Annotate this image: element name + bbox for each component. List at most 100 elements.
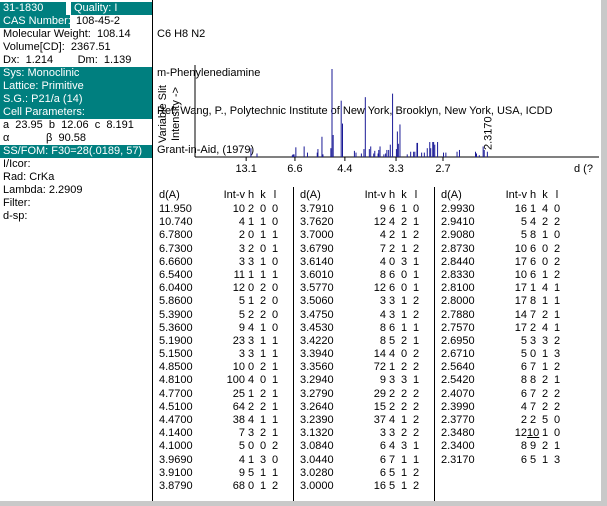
intensity-value: 5 [238,308,245,321]
k-index: 1 [541,427,549,440]
table-row: 3.0440 6 7 1 1 [296,454,436,467]
k-index: 2 [400,427,408,440]
h-index: 3 [388,374,396,387]
field-row: I/Icor: [3,158,31,170]
intensity-value: 7 [379,242,386,255]
d-value: 3.4530 [300,321,334,334]
h-index: 0 [247,440,255,453]
h-index: 3 [247,427,255,440]
l-index: 0 [271,216,279,229]
h-index: 3 [388,427,396,440]
table-row: 3.7910 9 6 1 0 [296,203,436,216]
l-index: 2 [412,361,420,374]
l-index: 0 [271,203,279,215]
k-index: 1 [400,295,408,308]
intensity-value: 14 [373,348,386,361]
intensity-value: 9 [238,466,245,479]
k-index: 3 [400,374,408,387]
d-value: 4.8500 [159,361,193,374]
intensity-value: 38 [232,414,245,426]
intensity-value: 6 [520,453,527,466]
intensity-value: 4 [379,229,386,242]
table-row: 2.3400 8 9 2 1 [437,440,577,453]
k-index: 2 [400,400,408,413]
l-index: 1 [412,374,420,387]
field-value: 108-45-2 [76,15,121,27]
l-index: 2 [553,334,561,347]
table-row: 3.1320 3 3 2 2 [296,427,436,440]
l-index: 1 [271,466,279,479]
d-value: 3.9100 [159,466,193,479]
field-row: Dx: 1.214 Dm: 1.139 [3,54,132,66]
field-row: Rad: CrKa [3,171,55,183]
k-index: 2 [259,308,267,321]
l-index: 1 [271,334,279,347]
k-index: 1 [259,348,267,361]
table-row: 6.7800 2 0 1 1 [155,229,295,242]
column-header: k [260,189,266,201]
table-row: 2.9080 5 8 1 0 [437,229,577,242]
card-id-row: 31-1830 Quality: I [0,2,152,15]
intensity-value: 72 [373,361,386,374]
k-index: 2 [259,282,267,295]
intensity-value: 4 [379,308,386,321]
column-header: h [247,189,255,201]
d-value: 2.3400 [441,440,475,453]
card-number: 31-1830 [0,2,66,15]
table-row: 10.740 4 1 1 0 [155,216,295,229]
h-index: 7 [529,361,537,374]
l-index: 0 [412,203,420,215]
l-index: 1 [271,414,279,426]
h-index: 6 [529,268,537,281]
l-index: 1 [271,268,279,281]
d-value: 3.1320 [300,427,334,440]
intensity-value: 100 [226,374,245,387]
h-index: 2 [247,203,255,215]
table-row: 2.9930 16 1 4 0 [437,203,577,216]
x-tick-label: 4.4 [337,163,352,175]
d-value: 2.3990 [441,400,475,413]
intensity-value: 7 [238,427,245,440]
d-value: 2.7880 [441,308,475,321]
table-row: 3.9690 4 1 3 0 [155,454,295,467]
k-index: 2 [541,374,549,387]
h-index: 5 [247,466,255,479]
l-index: 3 [553,453,561,466]
l-index: 1 [412,282,420,295]
table-row: 2.3480 12 10 1 0 [437,427,577,440]
h-index: 4 [388,348,396,361]
quality-mark: Quality: I [71,2,152,15]
h-index: 7 [388,453,396,466]
intensity-value: 15 [373,400,386,413]
d-value: 2.9930 [441,203,475,215]
l-index: 1 [271,242,279,255]
intensity-value: 25 [232,387,245,400]
h-index: 2 [247,400,255,413]
k-index: 2 [259,427,267,440]
table-row: 4.8100 100 4 0 1 [155,374,295,387]
k-index: 0 [259,242,267,255]
d-value: 2.4070 [441,387,475,400]
d-value: 6.5400 [159,268,193,281]
k-index: 1 [259,268,267,281]
table-row: 2.8730 10 6 0 2 [437,243,577,256]
field-row: Sys: Monoclinic [0,67,152,80]
h-index: 1 [388,361,396,374]
k-index: 2 [259,361,267,374]
l-index: 0 [271,453,279,466]
d-value: 3.7910 [300,203,334,215]
l-index: 2 [553,268,561,281]
k-index: 2 [541,440,549,453]
card-header: C6 H8 N2 m-Phenylenediamine Ref: Wang, P… [157,2,553,183]
k-index: 1 [541,268,549,281]
field-row: α β 90.58 [3,132,86,144]
intensity-value: 2 [520,414,527,426]
k-index: 0 [259,203,267,215]
l-index: 0 [553,414,561,426]
l-index: 2 [412,427,420,440]
intensity-value: 17 [514,295,527,308]
d-value: 10.740 [159,216,193,229]
h-index: 4 [388,440,396,453]
h-index: 6 [388,268,396,281]
k-index: 1 [541,453,549,466]
